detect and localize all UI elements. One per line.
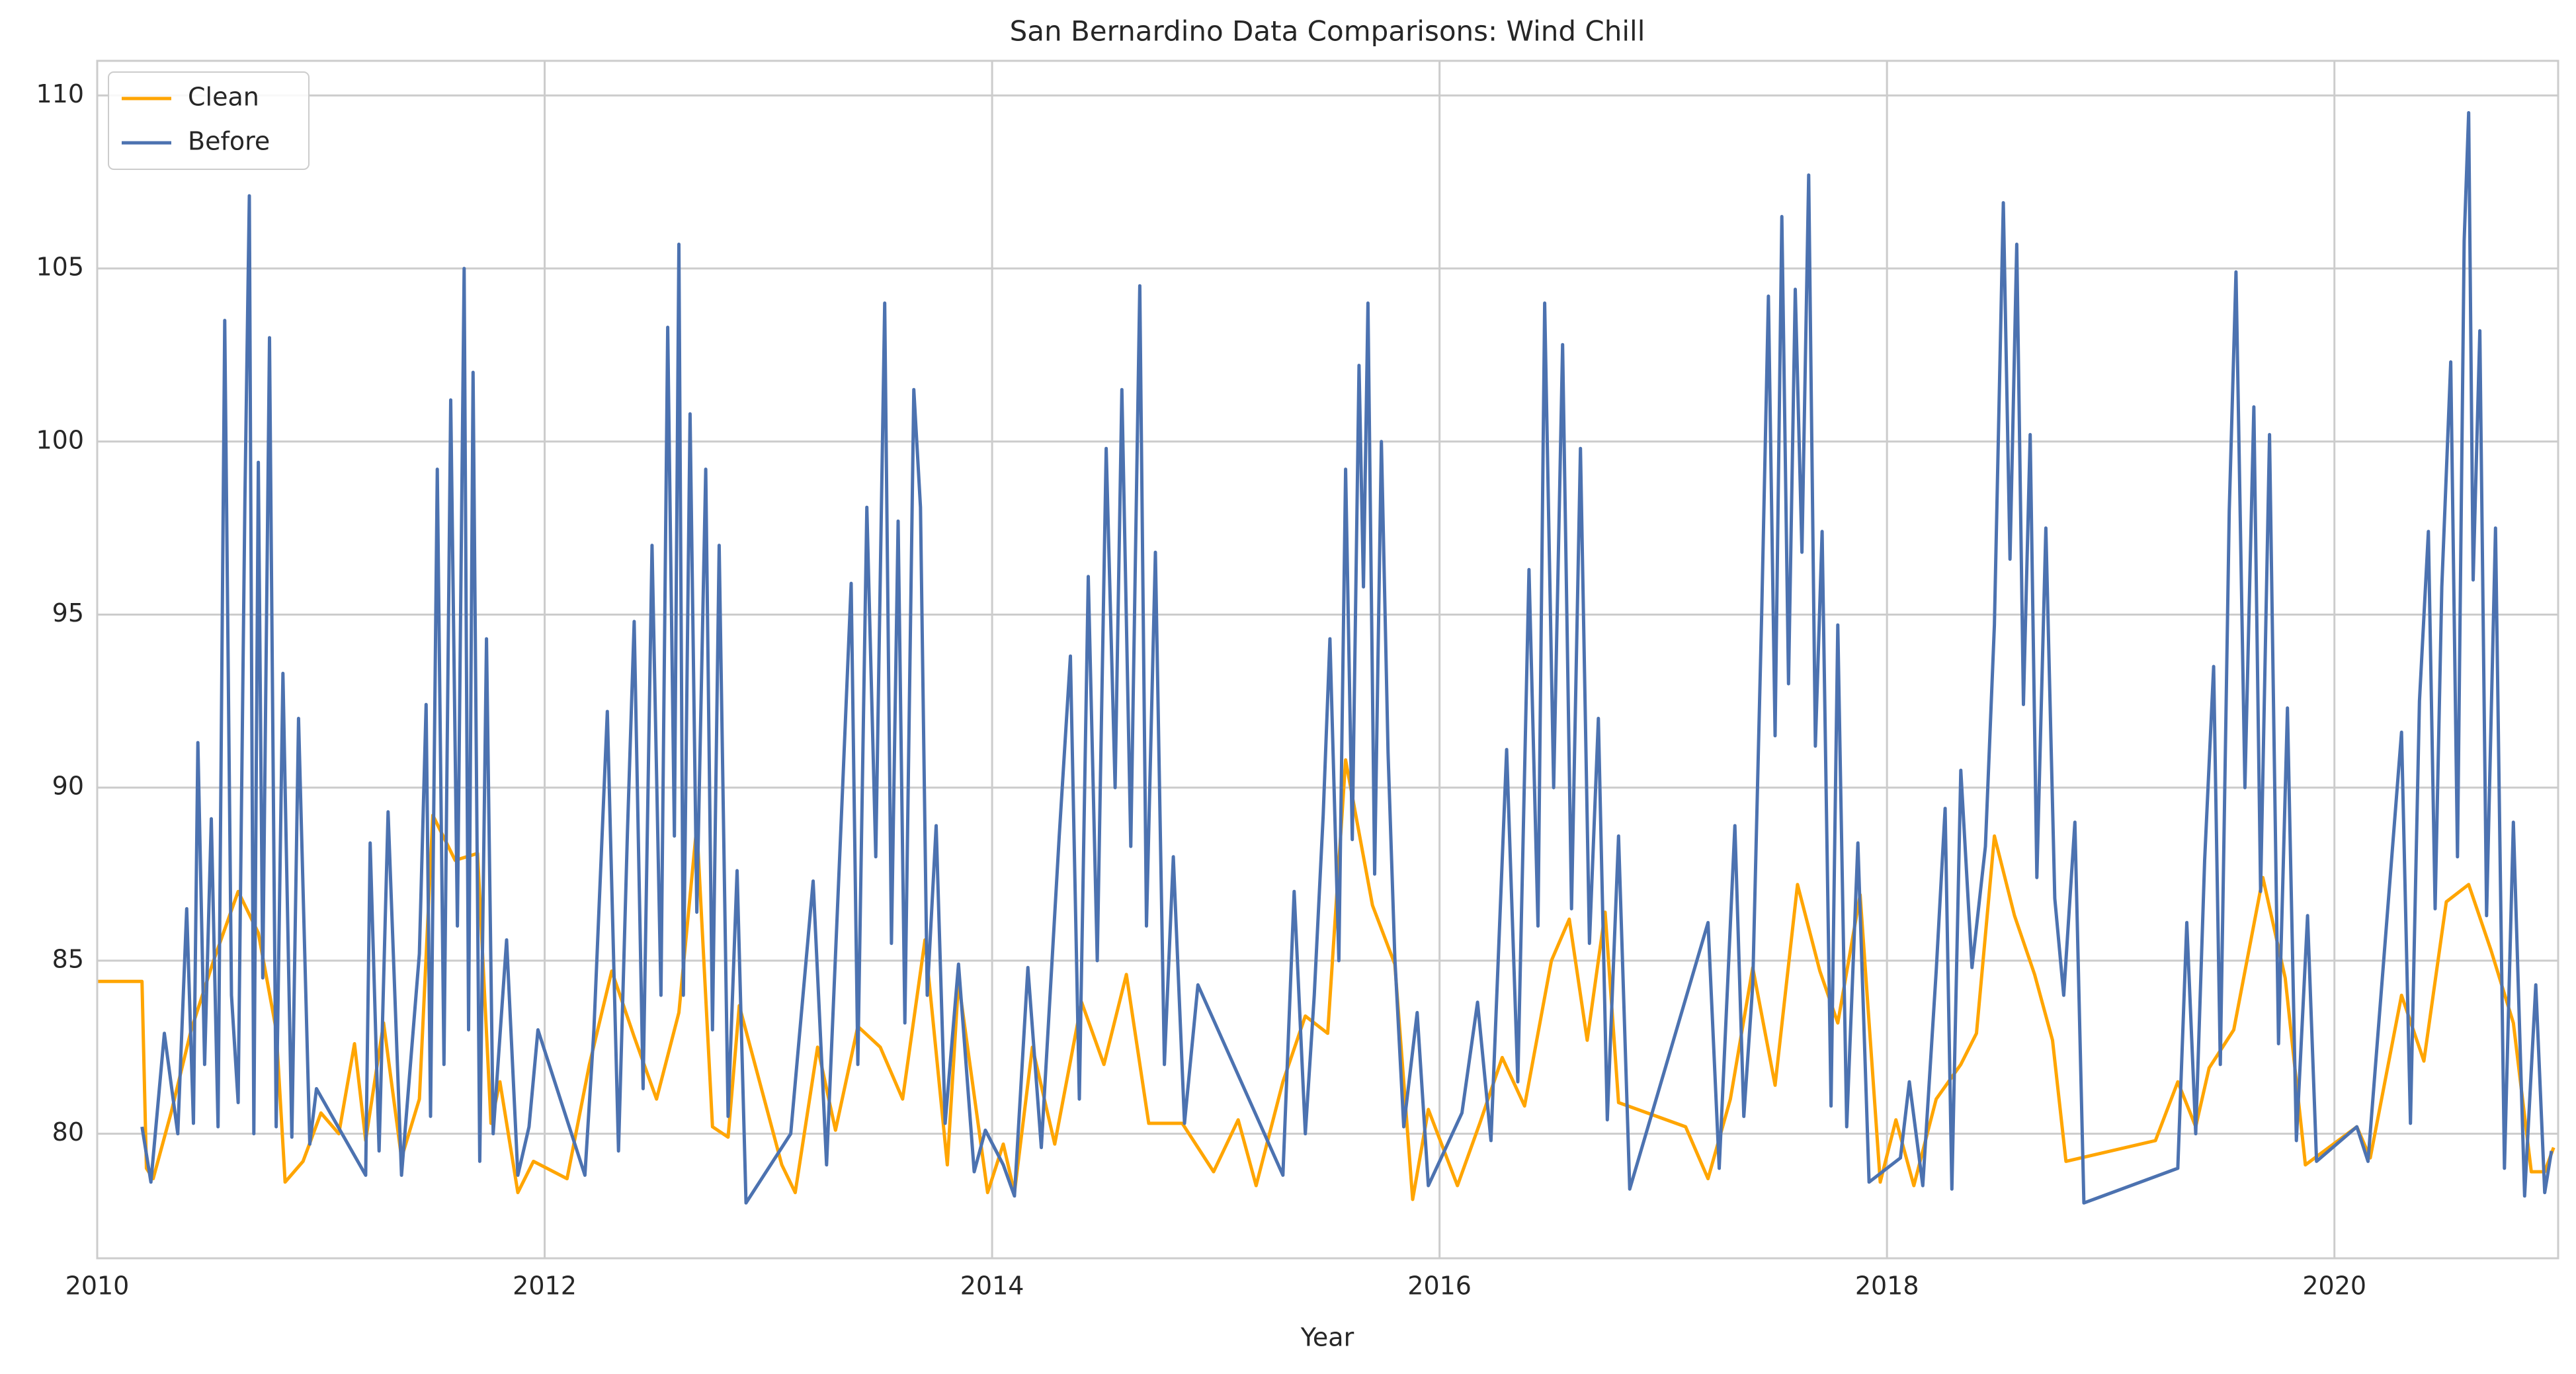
x-tick-label: 2010 <box>65 1272 130 1301</box>
x-tick-label: 2016 <box>1407 1272 1472 1301</box>
legend-label: Clean <box>188 83 259 112</box>
chart-title: San Bernardino Data Comparisons: Wind Ch… <box>1010 15 1645 48</box>
y-tick-label: 90 <box>52 772 84 801</box>
x-axis-label: Year <box>1300 1323 1354 1352</box>
y-tick-label: 110 <box>36 79 84 108</box>
y-tick-label: 100 <box>36 425 84 454</box>
y-tick-label: 80 <box>52 1117 84 1147</box>
y-tick-label: 85 <box>52 944 84 973</box>
y-tick-label: 95 <box>52 598 84 627</box>
y-tick-label: 105 <box>36 253 84 282</box>
x-tick-label: 2014 <box>960 1272 1024 1301</box>
x-tick-label: 2012 <box>513 1272 577 1301</box>
x-tick-label: 2020 <box>2302 1272 2366 1301</box>
x-tick-label: 2018 <box>1855 1272 1919 1301</box>
legend-box <box>108 71 310 170</box>
legend-label: Before <box>188 127 270 156</box>
plot-frame <box>96 60 2559 1260</box>
data-line <box>140 111 2554 1205</box>
legend: Clean Before <box>108 71 310 170</box>
